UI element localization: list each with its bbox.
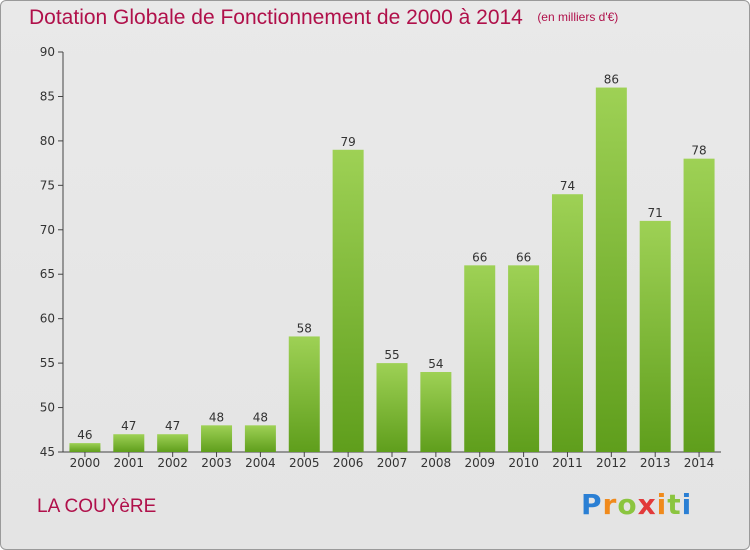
data-label: 46: [77, 428, 92, 442]
data-labels: 46 47 47 48 48 58 79 55 54 66 66 74 86 71 78: [77, 73, 706, 443]
y-tick-label: 75: [40, 178, 55, 192]
chart-title: Dotation Globale de Fonctionnement de 20…: [29, 6, 618, 30]
y-tick-label: 50: [40, 401, 55, 415]
bar: [69, 443, 101, 452]
bars: [69, 87, 715, 453]
y-tick-label: 60: [40, 312, 55, 326]
x-tick-label: 2003: [201, 456, 232, 470]
x-tick-label: 2001: [114, 456, 145, 470]
bar: [420, 372, 452, 452]
data-label: 66: [516, 250, 531, 264]
bar: [376, 363, 408, 452]
data-label: 58: [297, 321, 312, 335]
bar: [508, 265, 540, 452]
y-axis: 45 50 55 60 65 70 75 80 85 90: [40, 45, 64, 459]
x-tick-label: 2007: [377, 456, 408, 470]
y-tick-label: 70: [40, 223, 55, 237]
bar: [639, 220, 671, 452]
x-tick-label: 2008: [421, 456, 452, 470]
data-label: 86: [604, 73, 619, 87]
bar: [595, 87, 627, 453]
y-tick-label: 85: [40, 89, 55, 103]
data-label: 47: [121, 419, 136, 433]
x-tick-label: 2009: [464, 456, 495, 470]
bar: [551, 194, 583, 452]
data-label: 48: [209, 410, 224, 424]
x-tick-label: 2000: [70, 456, 101, 470]
x-tick-label: 2012: [596, 456, 627, 470]
commune-name: LA COUYèRE: [37, 496, 157, 517]
data-label: 78: [691, 144, 706, 158]
bar: [683, 158, 715, 452]
bar: [464, 265, 496, 452]
data-label: 66: [472, 250, 487, 264]
x-tick-label: 2011: [552, 456, 583, 470]
y-tick-label: 45: [40, 445, 55, 459]
bar: [201, 425, 233, 452]
data-label: 71: [648, 206, 663, 220]
chart-unit: (en milliers d'€): [537, 10, 619, 24]
data-label: 79: [340, 135, 355, 149]
x-axis: 2000 2001 2002 2003 2004 2005 2006 2007 2008 2009…: [63, 451, 721, 470]
x-tick-label: 2002: [157, 456, 188, 470]
y-tick-label: 65: [40, 267, 55, 281]
bar: [332, 149, 364, 452]
bar: [157, 434, 189, 452]
x-tick-label: 2010: [508, 456, 539, 470]
x-tick-label: 2005: [289, 456, 320, 470]
bar: [288, 336, 320, 452]
x-tick-label: 2006: [333, 456, 364, 470]
proxiti-logo: Proxiti: [581, 488, 693, 521]
data-label: 54: [428, 357, 443, 371]
bar: [113, 434, 145, 452]
data-label: 55: [384, 348, 399, 362]
data-label: 48: [253, 410, 268, 424]
chart-title-text: Dotation Globale de Fonctionnement de 20…: [29, 6, 523, 29]
x-tick-label: 2014: [684, 456, 715, 470]
y-tick-label: 90: [40, 45, 55, 59]
y-tick-label: 55: [40, 356, 55, 370]
bar: [244, 425, 276, 452]
y-tick-label: 80: [40, 134, 55, 148]
data-label: 74: [560, 179, 575, 193]
data-label: 47: [165, 419, 180, 433]
x-tick-label: 2013: [640, 456, 671, 470]
x-tick-label: 2004: [245, 456, 276, 470]
